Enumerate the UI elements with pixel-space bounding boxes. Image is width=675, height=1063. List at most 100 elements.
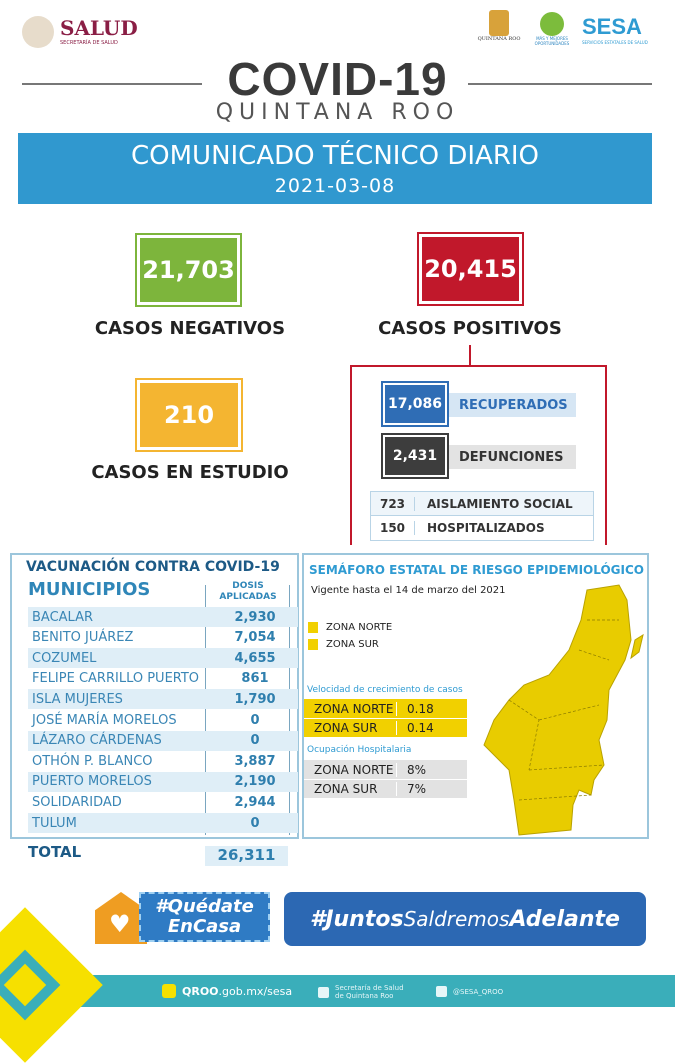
facebook-link[interactable]: Secretaría de Salud de Quintana Roo xyxy=(318,984,404,1000)
footer-bar xyxy=(0,975,675,1007)
divider-right xyxy=(468,83,652,85)
municipio-row: BENITO JUÁREZ 7,054 xyxy=(28,628,298,648)
vacunacion-panel: VACUNACIÓN CONTRA COVID-19 MUNICIPIOS DO… xyxy=(10,553,299,839)
velocidad-title: Velocidad de crecimiento de casos xyxy=(307,685,463,695)
municipio-name: BENITO JUÁREZ xyxy=(32,630,134,646)
legend-swatch xyxy=(308,622,318,633)
recuperados-box: 17,086 xyxy=(381,381,449,427)
juntos-banner: #Juntos Saldremos Adelante xyxy=(284,892,646,946)
legend-sur: ZONA SUR xyxy=(308,639,379,650)
legend-swatch xyxy=(308,639,318,650)
salud-logo: SALUD SECRETARÍA DE SALUD xyxy=(22,16,142,50)
municipio-row: COZUMEL 4,655 xyxy=(28,648,298,669)
facebook-icon xyxy=(318,986,329,998)
aislamiento-row: 723 AISLAMIENTO SOCIAL xyxy=(370,491,594,516)
banner-title: COMUNICADO TÉCNICO DIARIO xyxy=(130,141,540,171)
website-link[interactable]: QROO .gob.mx/sesa xyxy=(162,984,292,998)
column-divider xyxy=(205,585,206,835)
shield-icon xyxy=(489,10,509,36)
municipio-row: OTHÓN P. BLANCO 3,887 xyxy=(28,751,298,771)
status-table: 723 AISLAMIENTO SOCIAL 150 HOSPITALIZADO… xyxy=(370,491,594,541)
ocupacion-table: ZONA NORTE 8% ZONA SUR 7% xyxy=(304,760,467,798)
decorative-shape xyxy=(0,907,103,1063)
ocupacion-row: ZONA SUR 7% xyxy=(304,779,467,798)
municipio-name: TULUM xyxy=(32,815,77,831)
positivos-connector xyxy=(469,345,471,365)
total-label: TOTAL xyxy=(28,843,82,861)
estudio-box: 210 xyxy=(135,378,243,452)
municipio-row: FELIPE CARRILLO PUERTO 861 xyxy=(28,669,298,689)
municipio-name: SOLIDARIDAD xyxy=(32,794,122,810)
quintana-roo-map xyxy=(483,584,644,836)
hospitalizados-row: 150 HOSPITALIZADOS xyxy=(370,516,594,541)
heart-icon: ♥ xyxy=(109,910,131,938)
dosis-value: 2,944 xyxy=(234,794,276,810)
dosis-value: 0 xyxy=(250,712,260,728)
qroo-logo-icon xyxy=(162,984,176,998)
ocupacion-title: Ocupación Hospitalaria xyxy=(307,745,412,755)
divider-left xyxy=(22,83,202,85)
banner-date: 2021-03-08 xyxy=(274,175,396,197)
municipio-name: JOSÉ MARÍA MORELOS xyxy=(32,712,177,728)
twitter-link[interactable]: @SESA_QROO xyxy=(436,986,503,997)
municipio-name: PUERTO MORELOS xyxy=(32,774,152,790)
municipio-row: JOSÉ MARÍA MORELOS 0 xyxy=(28,710,298,730)
municipio-row: LÁZARO CÁRDENAS 0 xyxy=(28,730,298,751)
municipio-name: FELIPE CARRILLO PUERTO xyxy=(32,671,200,687)
dosis-header: DOSIS APLICADAS xyxy=(219,581,277,602)
semaforo-panel: SEMÁFORO ESTATAL DE RIESGO EPIDEMIOLÓGIC… xyxy=(302,553,649,839)
dosis-value: 4,655 xyxy=(234,650,276,666)
map-state-shape xyxy=(483,584,632,836)
dosis-value: 0 xyxy=(250,815,260,831)
decorative-inner xyxy=(0,949,61,1021)
dosis-value: 2,190 xyxy=(234,774,276,790)
semaforo-title: SEMÁFORO ESTATAL DE RIESGO EPIDEMIOLÓGIC… xyxy=(309,563,644,577)
map-cozumel xyxy=(630,633,644,660)
quedate-en-casa-badge: #Quédate EnCasa xyxy=(139,892,270,942)
municipio-row: TULUM 0 xyxy=(28,813,298,833)
covid-title: COVID-19 xyxy=(227,53,448,105)
map-borders xyxy=(508,619,619,801)
ocupacion-row: ZONA NORTE 8% xyxy=(304,760,467,779)
total-value: 26,311 xyxy=(205,846,288,866)
municipio-row: PUERTO MORELOS 2,190 xyxy=(28,771,298,792)
estudio-label: CASOS EN ESTUDIO xyxy=(91,462,289,483)
eagle-seal-icon xyxy=(22,16,54,48)
velocidad-row: ZONA NORTE 0.18 xyxy=(304,699,467,718)
defunciones-label: DEFUNCIONES xyxy=(447,445,576,469)
sesa-logo: SESA SERVICIOS ESTATALES DE SALUD xyxy=(582,14,648,45)
municipios-header: MUNICIPIOS xyxy=(28,579,151,600)
municipio-row: BACALAR 2,930 xyxy=(28,607,298,627)
dosis-value: 3,887 xyxy=(234,753,276,769)
defunciones-box: 2,431 xyxy=(381,433,449,479)
negativos-label: CASOS NEGATIVOS xyxy=(94,318,286,339)
municipio-name: BACALAR xyxy=(32,609,94,625)
municipio-row: ISLA MUJERES 1,790 xyxy=(28,689,298,710)
dosis-value: 2,930 xyxy=(234,609,276,625)
dosis-value: 1,790 xyxy=(234,691,276,707)
vigente-text: Vigente hasta el 14 de marzo del 2021 xyxy=(311,585,506,596)
dosis-value: 861 xyxy=(241,671,269,687)
mas-oportunidades-logo: MÁS Y MEJORES OPORTUNIDADES xyxy=(530,12,574,52)
twitter-icon xyxy=(436,986,447,997)
positivos-bracket xyxy=(350,365,607,545)
legend-norte: ZONA NORTE xyxy=(308,622,392,633)
municipio-name: COZUMEL xyxy=(32,650,97,666)
recuperados-label: RECUPERADOS xyxy=(447,393,576,417)
dosis-value: 0 xyxy=(250,733,260,749)
dosis-value: 7,054 xyxy=(234,630,276,646)
tree-icon xyxy=(540,12,564,36)
column-divider-right xyxy=(289,585,290,835)
negativos-box: 21,703 xyxy=(135,233,242,307)
positivos-label: CASOS POSITIVOS xyxy=(378,318,562,339)
banner: COMUNICADO TÉCNICO DIARIO 2021-03-08 xyxy=(18,133,652,204)
municipio-name: ISLA MUJERES xyxy=(32,691,123,707)
positivos-box: 20,415 xyxy=(417,232,524,306)
covid-subtitle: QUINTANA ROO xyxy=(215,100,460,125)
municipio-name: OTHÓN P. BLANCO xyxy=(32,753,153,769)
municipio-row: SOLIDARIDAD 2,944 xyxy=(28,792,298,812)
quintana-roo-logo: QUINTANA ROO xyxy=(474,10,524,52)
vacunacion-title: VACUNACIÓN CONTRA COVID-19 xyxy=(26,559,280,575)
velocidad-table: ZONA NORTE 0.18 ZONA SUR 0.14 xyxy=(304,699,467,737)
municipio-name: LÁZARO CÁRDENAS xyxy=(32,733,162,749)
